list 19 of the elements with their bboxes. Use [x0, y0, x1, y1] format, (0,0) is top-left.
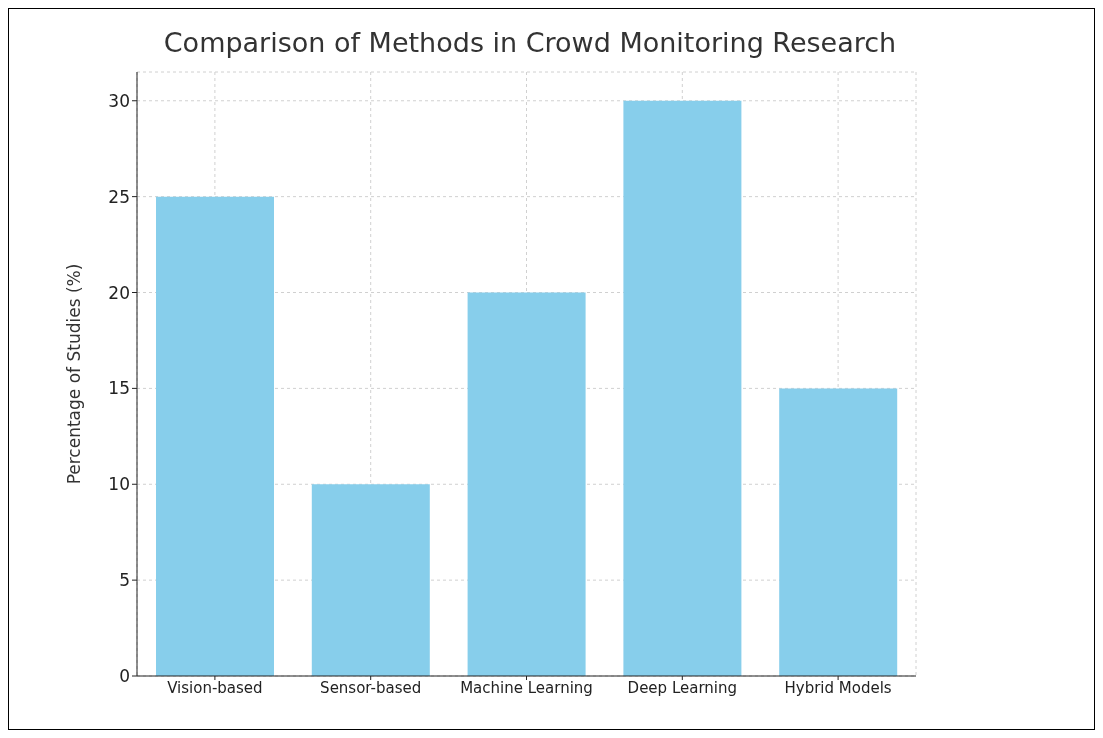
bar — [623, 100, 742, 676]
y-tick-label: 20 — [108, 282, 130, 303]
bar — [156, 196, 274, 676]
y-tick-label: 5 — [119, 570, 130, 591]
x-tick-label: Machine Learning — [460, 678, 593, 697]
y-tick-label: 0 — [119, 666, 130, 687]
bar — [311, 484, 430, 676]
chart-title: Comparison of Methods in Crowd Monitoring Research — [162, 27, 898, 58]
bar — [467, 292, 586, 676]
x-tick-label: Vision-based — [167, 678, 263, 697]
x-tick-label: Deep Learning — [627, 678, 738, 697]
x-tick-label: Hybrid Models — [784, 678, 892, 697]
y-tick-label: 15 — [108, 378, 130, 399]
y-tick-label: 30 — [108, 90, 130, 111]
y-tick-label: 10 — [108, 474, 130, 495]
y-tick-label: 25 — [108, 186, 130, 207]
y-axis-title: Percentage of Studies (%) — [64, 263, 85, 485]
bar — [779, 388, 898, 676]
x-tick-label: Sensor-based — [320, 678, 422, 697]
